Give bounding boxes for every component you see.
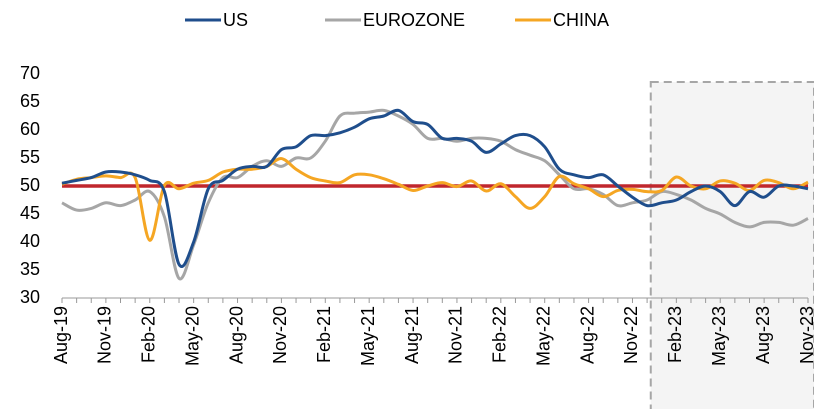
y-tick-label: 55 (20, 147, 40, 167)
y-tick-label: 40 (20, 231, 40, 251)
y-tick-label: 30 (20, 287, 40, 307)
x-tick-label: Aug-19 (51, 306, 71, 364)
x-tick-label: Aug-20 (226, 306, 246, 364)
series-line (61, 157, 809, 242)
x-tick-label: Feb-23 (665, 306, 685, 363)
series-line (61, 108, 809, 268)
x-tick-label: Nov-21 (446, 306, 466, 364)
y-tick-label: 60 (20, 119, 40, 139)
x-tick-label: Feb-21 (314, 306, 334, 363)
x-tick-label: Nov-22 (621, 306, 641, 364)
y-tick-label: 35 (20, 259, 40, 279)
x-tick-label: Nov-19 (95, 306, 115, 364)
shaded-region (649, 81, 814, 409)
x-tick-label: Aug-22 (577, 306, 597, 364)
y-tick-label: 50 (20, 175, 40, 195)
x-tick-label: May-23 (709, 306, 729, 366)
x-tick-label: Nov-20 (270, 306, 290, 364)
x-tick-label: Aug-21 (402, 306, 422, 364)
y-tick-label: 70 (20, 63, 40, 83)
x-tick-label: Feb-20 (139, 306, 159, 363)
x-tick-label: Aug-23 (753, 306, 773, 364)
x-tick-label: Feb-22 (490, 306, 510, 363)
legend-label: EUROZONE (363, 10, 465, 30)
x-tick-label: May-21 (358, 306, 378, 366)
x-tick-label: Nov-23 (797, 306, 814, 364)
y-tick-label: 45 (20, 203, 40, 223)
y-tick-label: 65 (20, 91, 40, 111)
legend-label: CHINA (553, 10, 609, 30)
x-tick-label: May-22 (533, 306, 553, 366)
x-tick-label: May-20 (182, 306, 202, 366)
legend-label: US (223, 10, 248, 30)
